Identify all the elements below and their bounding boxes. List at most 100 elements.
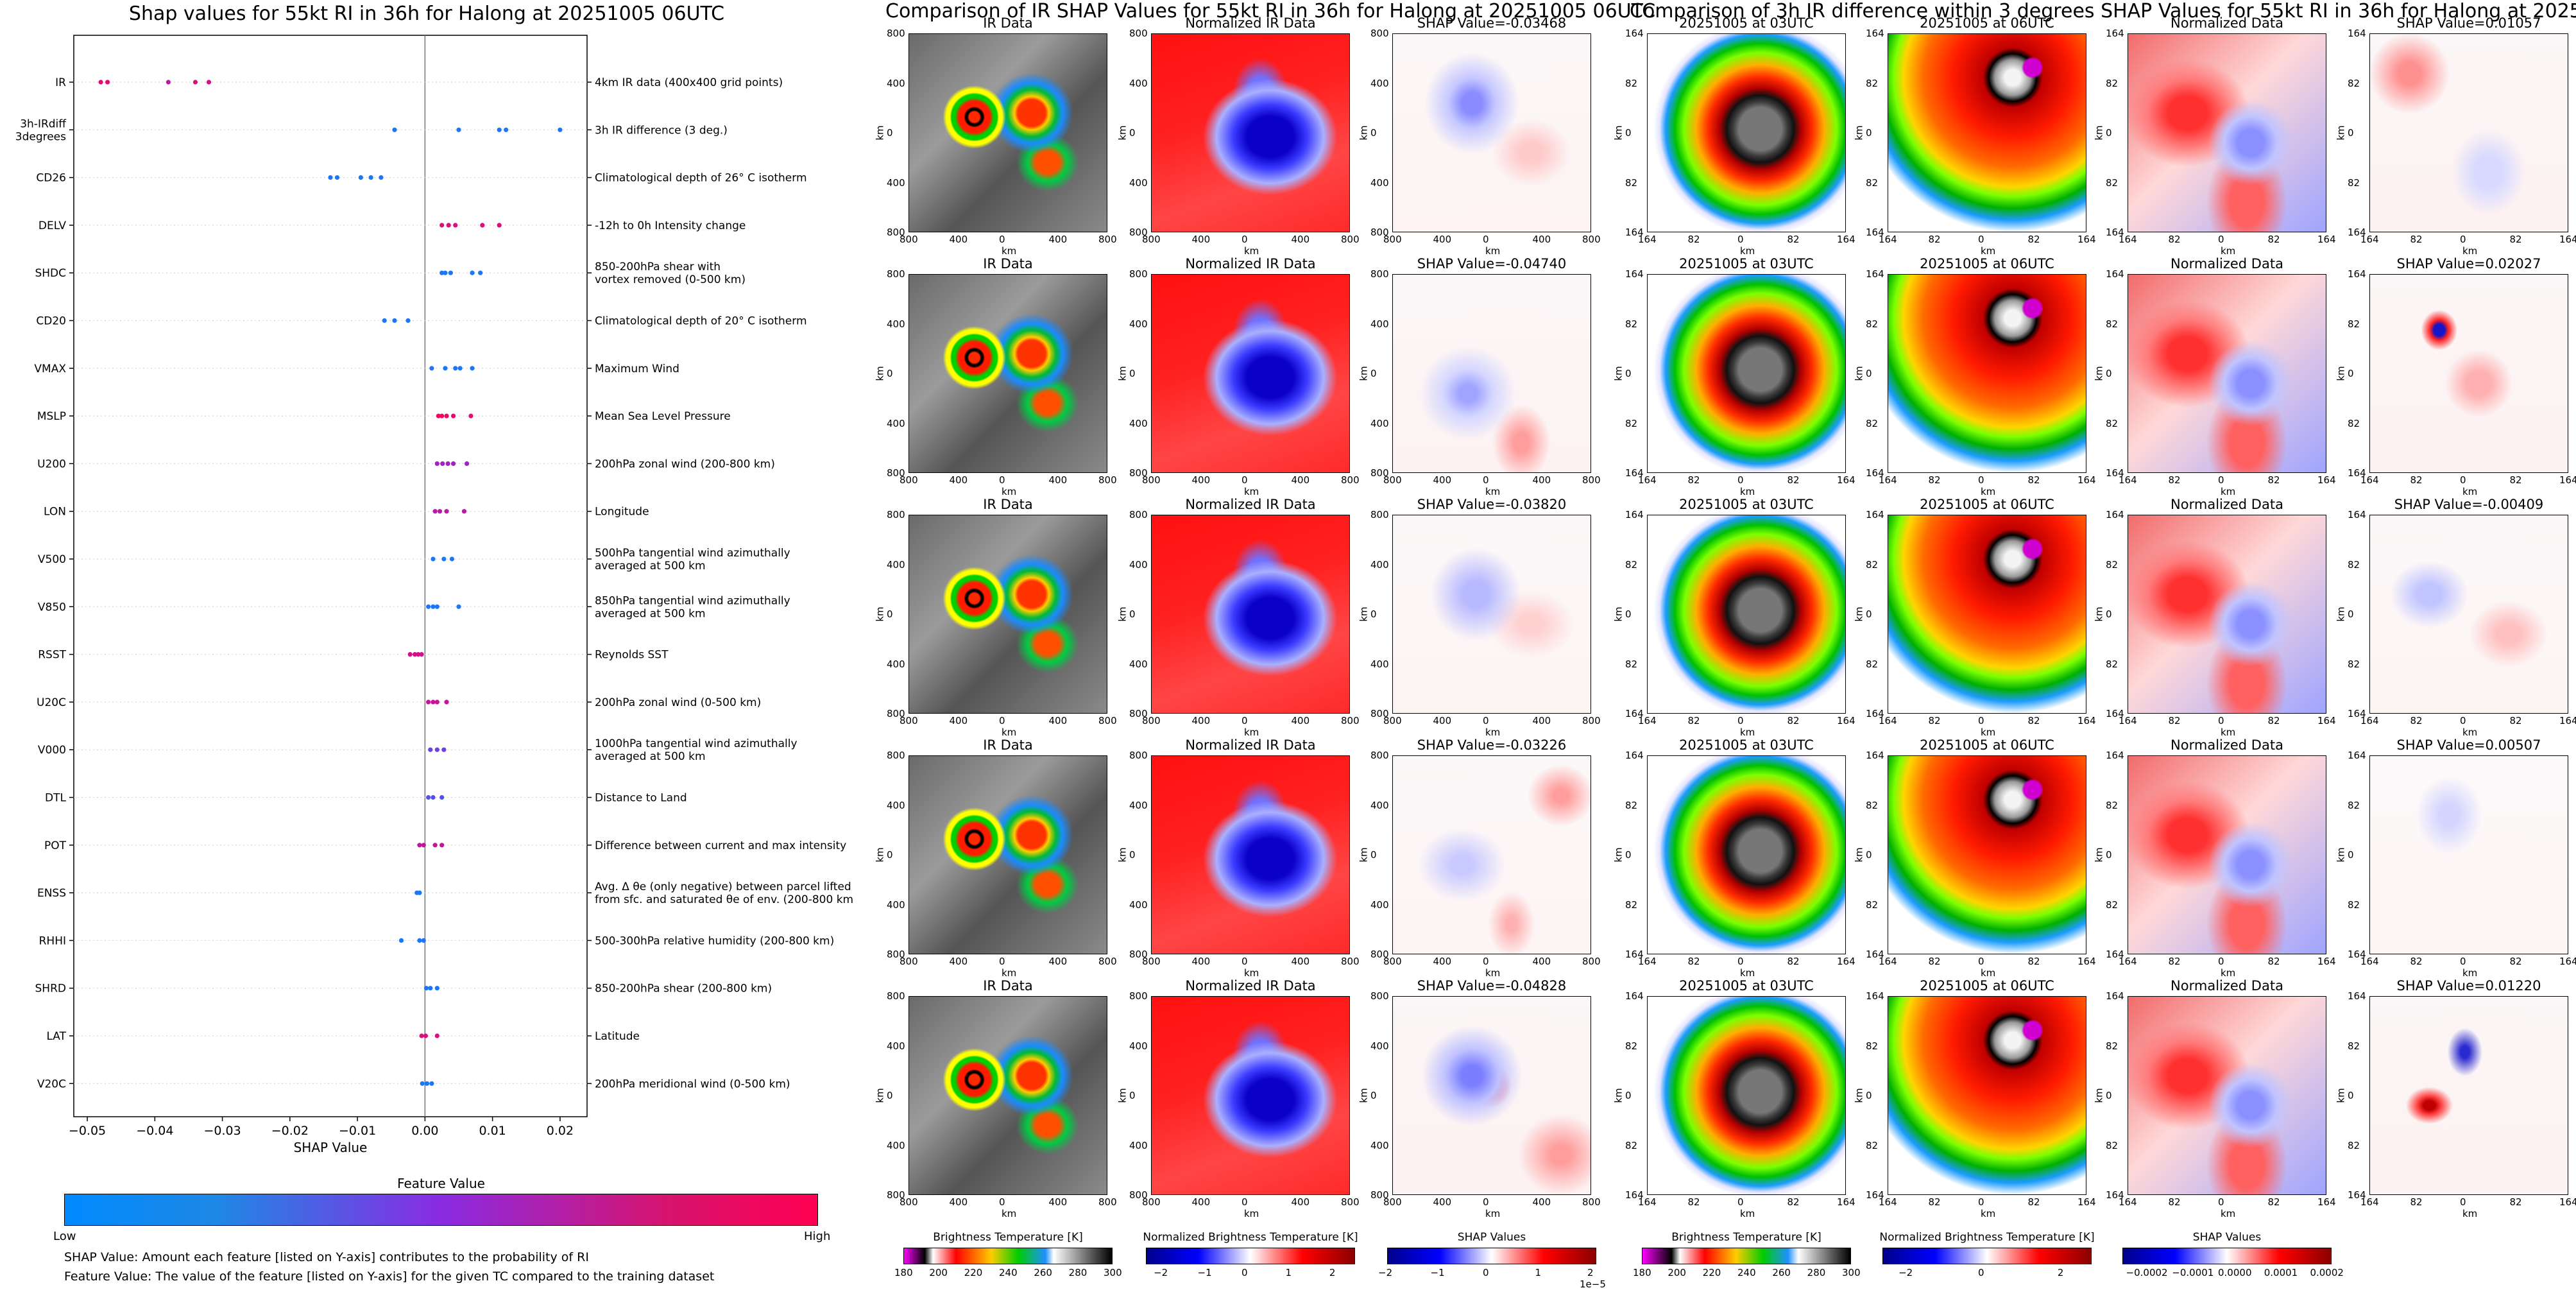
y-tick-label: 400 bbox=[1370, 77, 1389, 89]
shap-point bbox=[446, 223, 451, 228]
colorbar-high-label: High bbox=[804, 1230, 831, 1243]
x-axis-label: km bbox=[2462, 486, 2478, 497]
y-tick-label: 82 bbox=[1625, 799, 1638, 811]
shap-plot-frame bbox=[73, 35, 588, 1117]
x-tick-label: 800 bbox=[1582, 956, 1601, 967]
y-tick-label: 164 bbox=[2348, 467, 2366, 479]
x-tick-label: 82 bbox=[2027, 715, 2040, 727]
x-tick-label: −0.02 bbox=[271, 1124, 309, 1138]
y-axis-label: km bbox=[1116, 366, 1129, 381]
x-tick-label: 164 bbox=[1638, 1196, 1657, 1208]
feature-description-label: 200hPa zonal wind (0-500 km) bbox=[595, 696, 761, 709]
diff-shap-image bbox=[2369, 755, 2568, 954]
x-tick-label: 800 bbox=[1383, 474, 1402, 486]
colorbar-tick-label: −1 bbox=[1197, 1267, 1212, 1278]
feature-description-label: Difference between current and max inten… bbox=[595, 839, 846, 852]
x-tick-label: 0 bbox=[2460, 956, 2466, 967]
x-tick-label: 164 bbox=[1837, 956, 1855, 967]
x-tick-label: 164 bbox=[1879, 956, 1897, 967]
y-tick-label: 0 bbox=[1129, 127, 1136, 139]
colorbar-tick-label: 260 bbox=[1772, 1267, 1791, 1278]
ir-06utc-image bbox=[1888, 274, 2086, 473]
x-tick-label: 164 bbox=[2360, 474, 2379, 486]
y-tick-label: 82 bbox=[2106, 176, 2119, 189]
y-tick-label: 164 bbox=[1866, 467, 1884, 479]
y-tick-label: 164 bbox=[1625, 708, 1644, 719]
x-axis-label: km bbox=[1244, 727, 1259, 738]
y-tick-label: 0 bbox=[1129, 849, 1136, 861]
feature-value-colorbar-title: Feature Value bbox=[397, 1176, 485, 1191]
feature-name-label: LON bbox=[44, 506, 66, 519]
y-tick-label: 82 bbox=[1866, 899, 1879, 911]
x-tick-label: 164 bbox=[1879, 474, 1897, 486]
shap-point bbox=[461, 509, 467, 514]
shap-point bbox=[436, 413, 441, 418]
x-tick-label: 82 bbox=[1928, 234, 1941, 245]
x-tick-label: 164 bbox=[2559, 234, 2576, 245]
y-tick-label: 800 bbox=[887, 990, 905, 1002]
x-tick-label: 0 bbox=[2218, 1196, 2224, 1208]
x-axis-label: km bbox=[1981, 1208, 1996, 1219]
shap-point bbox=[480, 223, 485, 228]
y-tick-label: 82 bbox=[2348, 899, 2360, 911]
feature-name-label: V20C bbox=[37, 1078, 66, 1090]
y-tick-label: 82 bbox=[1866, 1040, 1879, 1052]
ir-06utc-image bbox=[1888, 515, 2086, 714]
y-tick-label: 800 bbox=[1129, 708, 1148, 719]
ir-shap-image bbox=[1392, 996, 1591, 1195]
y-tick-label: 800 bbox=[1129, 990, 1148, 1002]
x-axis-label: km bbox=[1002, 486, 1017, 497]
y-tick-label: 164 bbox=[1866, 949, 1884, 960]
ir-data-image bbox=[908, 755, 1107, 954]
shap-point bbox=[456, 127, 461, 132]
x-tick-label: 82 bbox=[1787, 234, 1800, 245]
x-tick-label: 82 bbox=[1928, 1196, 1941, 1208]
shap-point bbox=[431, 604, 436, 609]
x-tick-label: 400 bbox=[949, 1196, 968, 1208]
normalized-diff-image bbox=[2128, 996, 2326, 1195]
feature-description-label: 200hPa zonal wind (200-800 km) bbox=[595, 458, 775, 470]
normalized-ir-image bbox=[1151, 274, 1350, 473]
y-tick-label: 800 bbox=[887, 28, 905, 39]
y-axis-label: km bbox=[2093, 606, 2105, 622]
x-tick-label: 82 bbox=[1687, 956, 1700, 967]
x-tick-label: 164 bbox=[2077, 956, 2096, 967]
x-axis-label: km bbox=[1740, 486, 1755, 497]
x-tick-label: 164 bbox=[2360, 234, 2379, 245]
colorbar-tick-label: 280 bbox=[1068, 1267, 1088, 1278]
y-tick-label: 82 bbox=[1625, 899, 1638, 911]
feature-description-label: Latitude bbox=[595, 1030, 640, 1043]
shap-point bbox=[426, 700, 431, 705]
y-tick-label: 800 bbox=[1129, 1189, 1148, 1201]
y-tick-label: 164 bbox=[1866, 227, 1884, 238]
y-tick-label: 800 bbox=[1370, 949, 1389, 960]
x-axis-label: km bbox=[2462, 245, 2478, 257]
y-axis-label: km bbox=[874, 125, 886, 141]
feature-name-label: U200 bbox=[37, 458, 66, 470]
x-tick-label: 0 bbox=[2460, 715, 2466, 727]
y-tick-label: 400 bbox=[887, 77, 905, 89]
y-axis-label: km bbox=[874, 606, 886, 622]
y-tick-label: 0 bbox=[1129, 608, 1136, 620]
shap-summary-panel: Shap values for 55kt RI in 36h for Halon… bbox=[0, 0, 853, 1289]
y-tick-label: 82 bbox=[1625, 658, 1638, 670]
x-tick-label: 82 bbox=[2168, 1196, 2181, 1208]
shap-point bbox=[421, 843, 426, 848]
x-tick-label: 400 bbox=[1191, 956, 1211, 967]
x-tick-label: 164 bbox=[2317, 474, 2336, 486]
y-axis-label: km bbox=[2335, 847, 2347, 863]
y-tick-label: 82 bbox=[1866, 1139, 1879, 1151]
feature-name-label: DELV bbox=[38, 219, 66, 232]
ir-03utc-image bbox=[1647, 996, 1846, 1195]
colorbar-tick-label: 260 bbox=[1034, 1267, 1052, 1278]
x-tick-label: 800 bbox=[1098, 1196, 1117, 1208]
y-tick-label: 82 bbox=[2106, 658, 2119, 670]
x-tick-label: 164 bbox=[2119, 1196, 2137, 1208]
x-tick-label: 0 bbox=[2460, 234, 2466, 245]
colorbar-tick-label: −2 bbox=[1378, 1267, 1393, 1278]
y-tick-label: 164 bbox=[2106, 1189, 2124, 1201]
feature-description-label: Reynolds SST bbox=[595, 649, 669, 662]
colorbar-tick-label: 2 bbox=[1587, 1267, 1594, 1278]
x-tick-label: 0 bbox=[1737, 956, 1744, 967]
x-tick-label: 800 bbox=[900, 1196, 918, 1208]
